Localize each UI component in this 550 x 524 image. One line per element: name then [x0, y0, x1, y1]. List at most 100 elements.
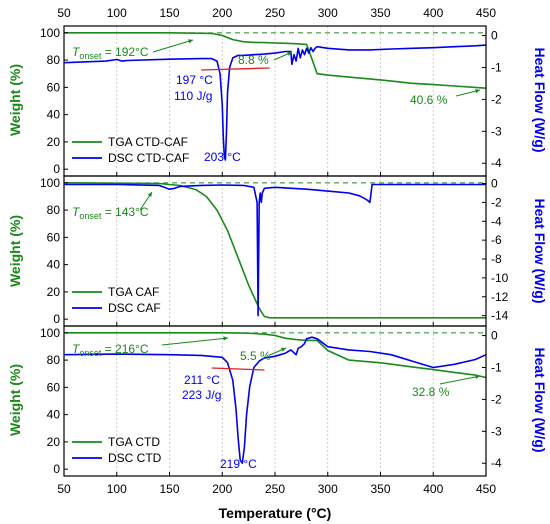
- residual-label-p3: 32.8 %: [412, 385, 450, 399]
- residual-label-p1: 40.6 %: [410, 93, 448, 107]
- x-tick-bottom-5: 300: [318, 482, 338, 496]
- legend-label-tga-ctd: TGA CTD: [108, 435, 160, 449]
- x-tick-top-6: 350: [370, 6, 390, 20]
- onset-arrow-p2-head: [147, 192, 152, 197]
- x-tick-top-3: 200: [212, 6, 232, 20]
- y2-tick-p1-2: -2: [491, 92, 502, 106]
- residual-arrow-p3: [439, 375, 481, 385]
- x-tick-bottom-3: 200: [212, 482, 232, 496]
- x-tick-top-2: 150: [159, 6, 179, 20]
- legend-label-tga-ctd-caf: TGA CTD-CAF: [108, 135, 188, 149]
- y2-tick-p2-4: -8: [491, 252, 502, 266]
- y2-tick-p2-1: -2: [491, 195, 502, 209]
- peak-temp-label-p3: 219 °C: [220, 457, 257, 471]
- enthalpy-label-p1: 110 J/g: [174, 89, 212, 103]
- y2-tick-p3-2: -2: [491, 392, 502, 406]
- y-tick-p3-2: 40: [47, 408, 61, 422]
- y2-tick-p3-0: 0: [491, 329, 498, 343]
- legend-label-dsc-caf: DSC CAF: [108, 301, 161, 315]
- y2-tick-p2-0: 0: [491, 177, 498, 191]
- y2-tick-p1-3: -3: [491, 124, 502, 138]
- y2-axis-title-panel-3: Heat Flow (W/g): [532, 348, 548, 453]
- tick-layer: 5050100100150150200200250250300300350350…: [40, 6, 509, 496]
- series-tga-caf: [63, 182, 486, 319]
- legend-label-dsc-ctd: DSC CTD: [108, 451, 162, 465]
- x-tick-top-7: 400: [423, 6, 443, 20]
- legend-layer: TGA CTD-CAF DSC CTD-CAF TGA CAF DSC CAF TGA …: [72, 135, 189, 465]
- y2-tick-p2-2: -4: [491, 214, 502, 228]
- onset-arrow-p3: [161, 337, 229, 346]
- enthalpy-label-p3: 223 J/g: [182, 388, 221, 402]
- y-tick-p3-1: 20: [47, 435, 61, 449]
- y2-tick-p1-0: 0: [491, 29, 498, 43]
- x-tick-top-8: 450: [476, 6, 496, 20]
- x-tick-bottom-6: 350: [370, 482, 390, 496]
- residual-arrow-p1-head: [475, 88, 480, 94]
- y-tick-p2-1: 20: [47, 285, 61, 299]
- series-layer: [63, 31, 487, 465]
- y-axis-title-panel-1: Weight (%): [7, 64, 23, 136]
- panel-frame-3: [63, 325, 487, 477]
- y2-tick-p3-4: -4: [491, 456, 502, 470]
- y2-tick-p1-1: -1: [491, 60, 502, 74]
- series-dsc-ctd: [63, 336, 487, 465]
- series-dsc-ctd-caf: [63, 44, 487, 161]
- x-tick-bottom-4: 250: [265, 482, 285, 496]
- legend-label-tga-caf: TGA CAF: [108, 285, 159, 299]
- onset-label-p2: Tonset = 143°C: [72, 205, 149, 221]
- peak-onset-label-p3: 211 °C: [184, 373, 220, 387]
- y-tick-p2-4: 80: [47, 203, 61, 217]
- onset-arrow-p3-head: [223, 336, 228, 341]
- y-tick-p2-3: 60: [47, 230, 61, 244]
- x-tick-bottom-7: 400: [423, 482, 443, 496]
- onset-arrow-p1: [152, 39, 194, 53]
- series-tga-ctd: [64, 331, 487, 379]
- x-tick-top-1: 100: [107, 6, 127, 20]
- peak-baseline-p1: [201, 67, 270, 71]
- y-tick-p2-0: 0: [53, 312, 60, 326]
- y2-axis-title-panel-1: Heat Flow (W/g): [532, 48, 548, 153]
- y-tick-p3-5: 100: [40, 326, 60, 340]
- y-tick-p3-3: 60: [47, 380, 61, 394]
- mass-loss-label-p3: 5.5 %: [240, 349, 271, 363]
- y-tick-p3-4: 80: [47, 353, 61, 367]
- onset-label-p1: Tonset = 192°C: [72, 45, 149, 61]
- y-tick-p1-0: 0: [53, 162, 60, 176]
- residual-arrow-p3-head: [475, 374, 480, 380]
- x-tick-top-5: 300: [318, 6, 338, 20]
- y-tick-p2-5: 100: [40, 176, 60, 190]
- y-tick-p1-4: 80: [47, 53, 61, 67]
- x-tick-top-0: 50: [57, 6, 71, 20]
- x-tick-bottom-1: 100: [107, 482, 127, 496]
- onset-arrow-p1-head: [188, 39, 193, 44]
- frame-layer: [63, 25, 487, 477]
- peak-onset-label-p1: 197 °C: [176, 73, 213, 87]
- y-tick-p1-2: 40: [47, 108, 61, 122]
- y2-tick-p3-1: -1: [491, 360, 502, 374]
- peak-temp-label-p1: 203 °C: [204, 150, 241, 164]
- x-tick-bottom-0: 50: [57, 482, 71, 496]
- series-tga-ctd-caf: [64, 31, 487, 89]
- y2-axis-title-panel-2: Heat Flow (W/g): [532, 199, 548, 304]
- y-axis-title-panel-3: Weight (%): [7, 364, 23, 436]
- y2-tick-p1-4: -4: [491, 156, 502, 170]
- y2-tick-p2-7: -14: [491, 309, 509, 323]
- mass-loss-arrow-p1-head: [287, 51, 292, 56]
- x-tick-top-4: 250: [265, 6, 285, 20]
- y-tick-p1-5: 100: [40, 26, 60, 40]
- y2-tick-p2-6: -12: [491, 290, 509, 304]
- y2-tick-p3-3: -3: [491, 424, 502, 438]
- mass-loss-label-p1: 8.8 %: [238, 53, 269, 67]
- peak-baseline-p3: [211, 367, 265, 371]
- x-tick-bottom-8: 450: [476, 482, 496, 496]
- annotation-layer: Tonset = 192°C 8.8 % 197 °C 110 J/g 203 °C 40…: [72, 39, 481, 471]
- x-tick-bottom-2: 150: [159, 482, 179, 496]
- y-tick-p1-1: 20: [47, 135, 61, 149]
- mass-loss-arrow-p3-head: [281, 347, 286, 352]
- legend-label-dsc-ctd-caf: DSC CTD-CAF: [108, 151, 189, 165]
- x-axis-title: Temperature (°C): [219, 505, 332, 521]
- y2-tick-p2-5: -10: [491, 271, 509, 285]
- y-tick-p2-2: 40: [47, 258, 61, 272]
- y-axis-title-panel-2: Weight (%): [7, 215, 23, 287]
